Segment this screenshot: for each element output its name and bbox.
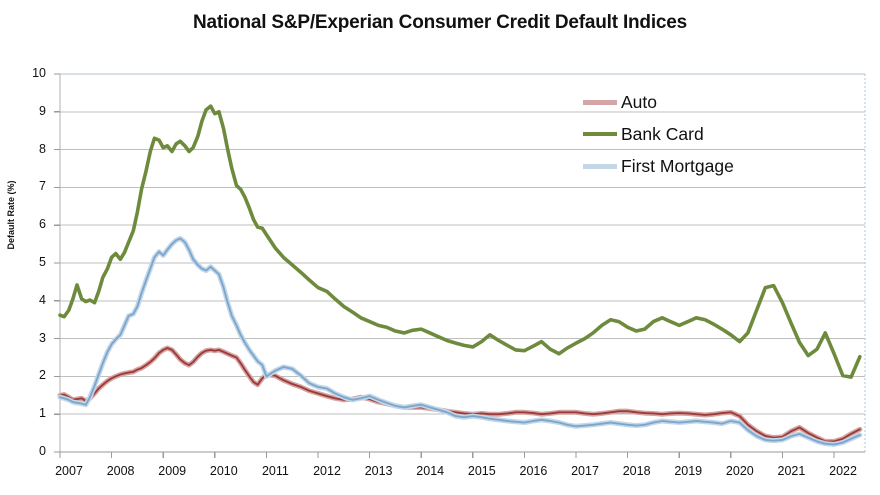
y-tick-label: 6 bbox=[39, 217, 46, 232]
y-tick-label: 9 bbox=[39, 103, 46, 118]
x-tick-label: 2017 bbox=[571, 464, 599, 478]
y-tick-marks bbox=[54, 73, 60, 453]
legend-swatch-icon bbox=[583, 99, 617, 105]
x-tick-label: 2022 bbox=[829, 464, 857, 478]
chart-title: National S&P/Experian Consumer Credit De… bbox=[192, 12, 688, 33]
chart-legend: Auto Bank Card First Mortgage bbox=[583, 86, 813, 182]
legend-label: First Mortgage bbox=[621, 155, 734, 176]
y-tick-label: 8 bbox=[39, 141, 46, 156]
x-tick-label: 2021 bbox=[777, 464, 806, 478]
legend-item-auto[interactable]: Auto bbox=[583, 86, 813, 118]
x-tick-label: 2019 bbox=[674, 464, 703, 478]
y-tick-label: 10 bbox=[32, 66, 46, 80]
y-tick-label: 3 bbox=[39, 330, 46, 345]
x-tick-label: 2018 bbox=[622, 464, 651, 478]
x-tick-label: 2011 bbox=[261, 464, 289, 478]
x-tick-label: 2014 bbox=[416, 464, 445, 478]
x-tick-label: 2020 bbox=[725, 464, 754, 478]
legend-label: Auto bbox=[621, 91, 657, 112]
x-tick-label: 2015 bbox=[467, 464, 496, 478]
legend-label: Bank Card bbox=[621, 123, 704, 144]
x-tick-marks bbox=[59, 452, 835, 458]
y-tick-label: 2 bbox=[39, 368, 46, 383]
y-tick-label: 4 bbox=[39, 292, 46, 307]
x-tick-label: 2009 bbox=[158, 464, 187, 478]
legend-swatch-icon bbox=[583, 132, 617, 136]
legend-item-first-mortgage[interactable]: First Mortgage bbox=[583, 150, 813, 182]
y-tick-label: 5 bbox=[39, 255, 46, 269]
x-tick-label: 2010 bbox=[209, 464, 238, 478]
y-tick-label: 7 bbox=[39, 179, 46, 194]
x-tick-label: 2008 bbox=[106, 464, 135, 478]
y-tick-label: 0 bbox=[39, 444, 46, 458]
x-tick-label: 2016 bbox=[519, 464, 548, 478]
y-tick-label: 1 bbox=[39, 406, 46, 421]
data-series-group bbox=[57, 104, 863, 447]
x-tick-label: 2013 bbox=[364, 464, 393, 478]
legend-swatch-icon bbox=[583, 163, 617, 169]
x-tick-label: 2007 bbox=[55, 464, 83, 478]
legend-item-bank-card[interactable]: Bank Card bbox=[583, 118, 813, 150]
x-tick-label: 2012 bbox=[313, 464, 341, 478]
